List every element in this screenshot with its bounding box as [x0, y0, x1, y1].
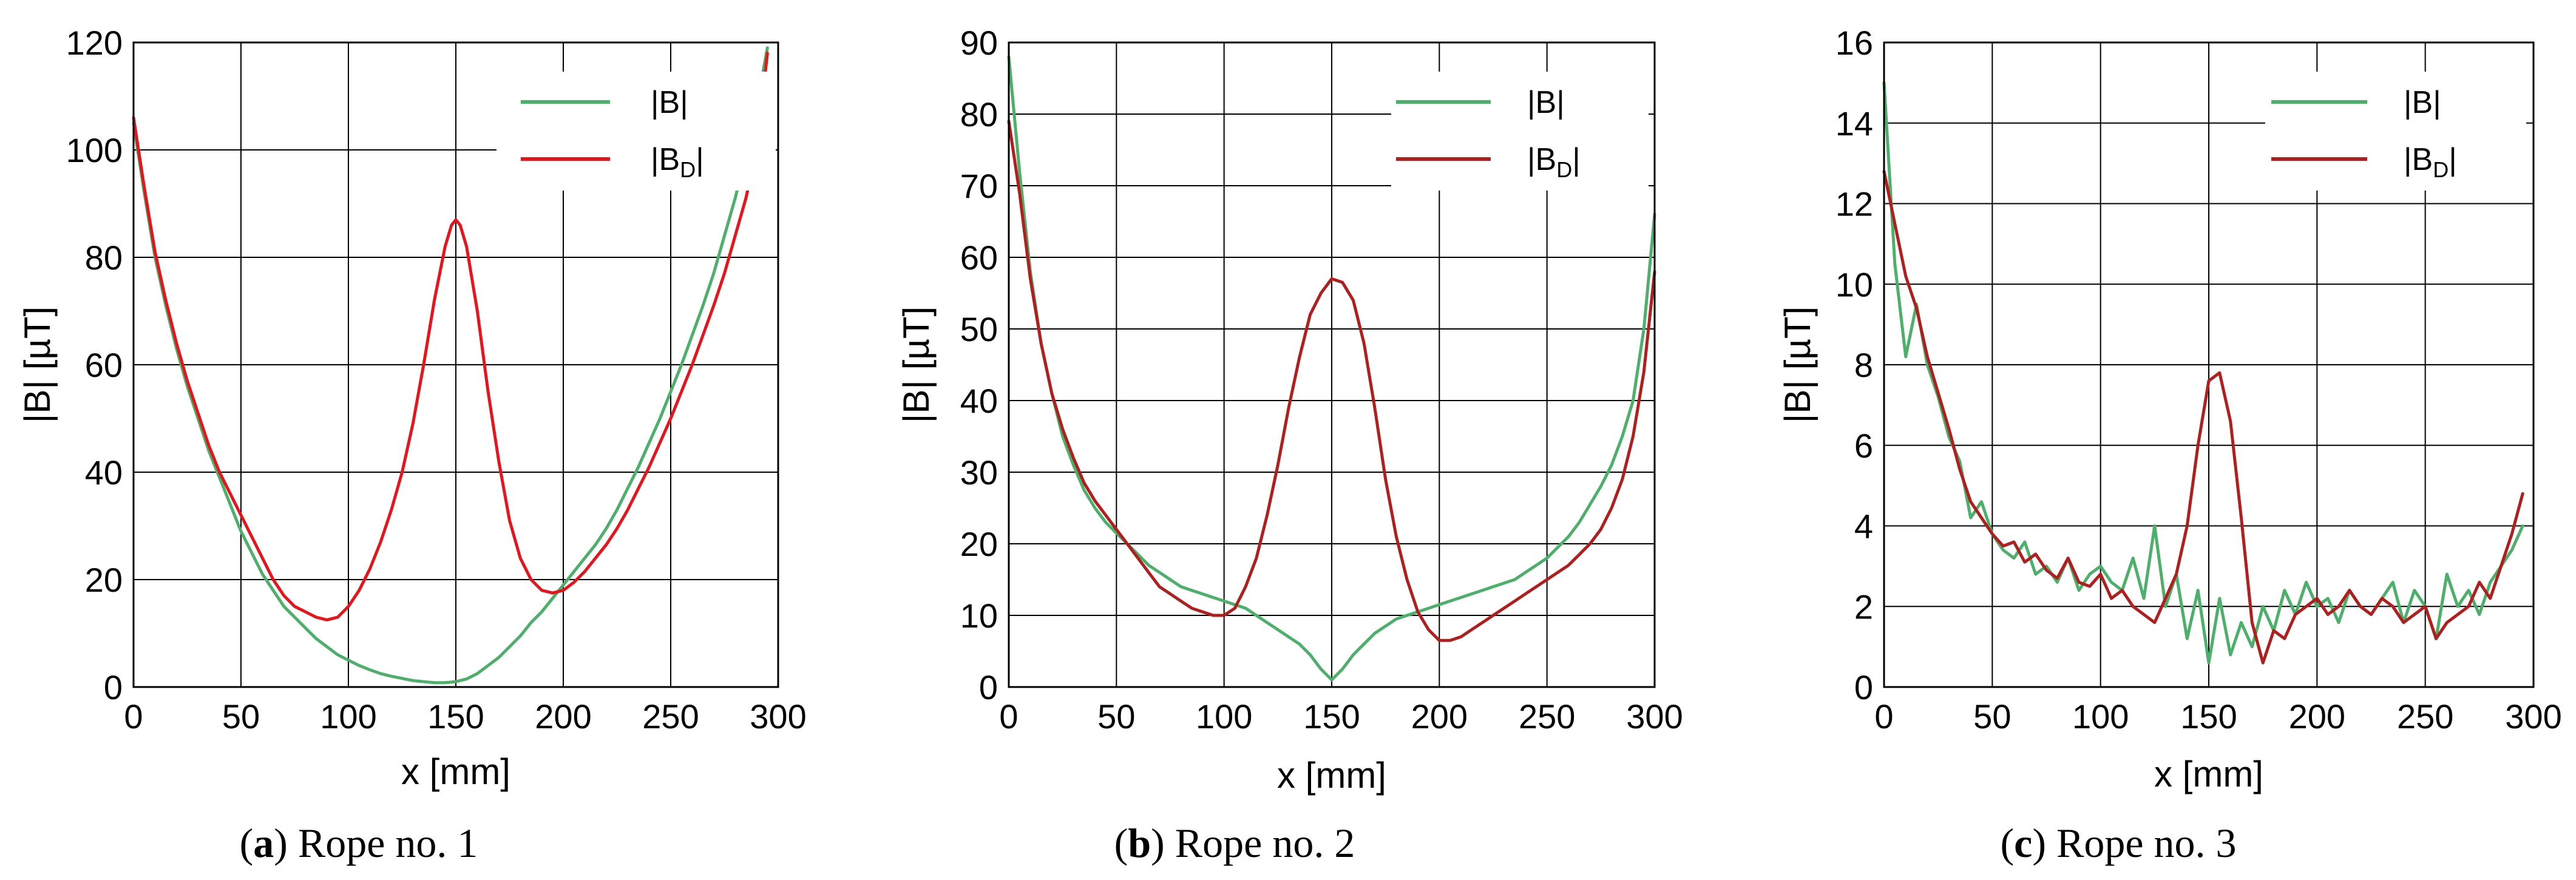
panel-c-ytick-label: 10 — [1835, 265, 1873, 303]
panel-b-xtick-label: 200 — [1411, 697, 1468, 736]
panel-a-xtick-label: 200 — [535, 697, 591, 736]
panel-b-xtick-label: 250 — [1519, 697, 1575, 736]
panel-b-legend: |B| |BD| — [1391, 72, 1649, 191]
panel-a-frame — [132, 41, 779, 688]
panel-c-ytick-label: 0 — [1854, 668, 1873, 706]
panel-b: 0 50 100 150 200 250 300 0 10 20 30 40 50 60 70 80 90 x … — [896, 24, 1683, 866]
panel-a-xtick-label: 100 — [320, 697, 376, 736]
panel-b-ytick-label: 70 — [960, 167, 998, 205]
panel-b-ytick-label: 60 — [960, 239, 998, 277]
panel-b-legend-entry: |B| — [1527, 85, 1565, 120]
panel-a-caption-text: Rope no. 1 — [298, 820, 478, 866]
panel-b-caption-label: b — [1128, 820, 1151, 866]
panel-a-ytick-label: 40 — [85, 453, 123, 492]
panel-c-xtick-label: 0 — [1874, 697, 1893, 736]
panel-b-caption: (b) Rope no. 2 — [1114, 820, 1355, 866]
panel-c-ytick-label: 12 — [1835, 185, 1873, 223]
panel-c: 0 50 100 150 200 250 300 0 2 4 6 8 10 12 14 16 x [mm] |… — [1777, 24, 2562, 866]
panel-c-xtick-label: 250 — [2397, 697, 2453, 736]
panel-c-ytick-label: 16 — [1835, 24, 1873, 62]
panel-a-xtick-label: 0 — [124, 697, 143, 736]
panel-c-series-line-bd — [1882, 169, 2524, 665]
panel-b-xlabel: x [mm] — [1277, 755, 1386, 796]
panel-a-legend-entry: |BD| — [651, 142, 704, 182]
panel-c-xtick-label: 100 — [2072, 697, 2129, 736]
panel-b-ticks: 0 50 100 150 200 250 300 0 10 20 30 40 50 60 70 80 90 — [960, 24, 1683, 736]
panel-b-legend-box — [1391, 72, 1649, 191]
panel-c-legend-box — [2265, 72, 2526, 191]
panel-a-series-line-b — [132, 46, 769, 685]
panel-c-legend: |B| |BD| — [2265, 72, 2526, 191]
panel-c-xtick-label: 150 — [2180, 697, 2237, 736]
panel-a-ticks: 0 50 100 150 200 250 300 0 20 40 60 80 100 120 — [66, 24, 807, 736]
panel-c-series — [1882, 81, 2524, 665]
panel-b-series-line-bd — [1007, 120, 1656, 642]
panel-c-ytick-label: 8 — [1854, 346, 1873, 384]
panel-c-ytick-label: 2 — [1854, 587, 1873, 626]
panel-a-xlabel: x [mm] — [401, 751, 510, 792]
panel-b-caption-text: Rope no. 2 — [1175, 820, 1355, 866]
panel-a-ytick-label: 80 — [85, 239, 123, 277]
panel-a-ytick-label: 100 — [66, 131, 123, 169]
panel-c-ylabel: |B| [µT] — [1777, 306, 1818, 423]
panel-b-ytick-label: 40 — [960, 382, 998, 420]
panel-a-ytick-label: 60 — [85, 346, 123, 384]
panel-b-legend-entry: |BD| — [1527, 142, 1581, 182]
panel-b-ylabel: |B| [µT] — [896, 306, 937, 423]
panel-b-ytick-label: 0 — [979, 668, 998, 706]
panel-a-xtick-label: 150 — [427, 697, 484, 736]
panel-b-xtick-label: 150 — [1303, 697, 1360, 736]
panel-c-ytick-label: 6 — [1854, 427, 1873, 465]
panel-c-xlabel: x [mm] — [2154, 754, 2263, 794]
panel-a-legend-entry: |B| — [651, 85, 688, 120]
panel-b-series-line-b — [1007, 55, 1656, 682]
panel-b-ytick-label: 50 — [960, 310, 998, 348]
panel-b-series — [1007, 55, 1656, 682]
panel-b-xtick-label: 50 — [1097, 697, 1135, 736]
panel-a-xtick-label: 50 — [222, 697, 260, 736]
panel-c-xtick-label: 50 — [1973, 697, 2011, 736]
panel-b-ytick-label: 10 — [960, 597, 998, 635]
panel-a-ylabel: |B| [µT] — [17, 306, 58, 423]
panel-c-caption: (c) Rope no. 3 — [2000, 820, 2236, 866]
panel-a-legend-box — [497, 72, 776, 191]
panel-c-caption-text: Rope no. 3 — [2056, 820, 2237, 866]
panel-b-ytick-label: 20 — [960, 525, 998, 563]
panel-a-xtick-label: 250 — [642, 697, 699, 736]
panel-a-xtick-label: 300 — [750, 697, 806, 736]
panel-a-ytick-label: 0 — [104, 668, 123, 706]
panel-b-ytick-label: 90 — [960, 24, 998, 62]
panel-b-ytick-label: 80 — [960, 95, 998, 134]
panel-c-frame — [1883, 41, 2535, 688]
panel-c-legend-entry: |B| — [2404, 85, 2441, 120]
panel-a-legend: |B| |BD| — [497, 72, 776, 191]
panel-a-series — [132, 46, 769, 685]
panel-c-ytick-label: 14 — [1835, 104, 1873, 143]
panel-c-xtick-label: 300 — [2505, 697, 2561, 736]
panel-a-series-line-bd — [132, 52, 769, 621]
panel-b-ytick-label: 30 — [960, 453, 998, 492]
panel-b-xtick-label: 300 — [1626, 697, 1683, 736]
panel-b-xtick-label: 0 — [999, 697, 1018, 736]
panel-a: 0 50 100 150 200 250 300 0 20 40 60 80 100 120 x [mm]… — [17, 24, 807, 866]
panel-c-legend-entry: |BD| — [2404, 142, 2457, 182]
panel-c-ytick-label: 4 — [1854, 507, 1873, 546]
panel-a-ytick-label: 120 — [66, 24, 123, 62]
panel-a-caption: (a) Rope no. 1 — [240, 820, 478, 866]
panel-c-xtick-label: 200 — [2289, 697, 2345, 736]
panel-b-xtick-label: 100 — [1196, 697, 1252, 736]
panel-a-ytick-label: 20 — [85, 561, 123, 599]
panel-c-caption-label: c — [2014, 820, 2032, 866]
panel-b-frame — [1008, 41, 1656, 688]
panel-c-ticks: 0 50 100 150 200 250 300 0 2 4 6 8 10 12 14 16 — [1835, 24, 2562, 736]
panel-a-caption-label: a — [253, 820, 274, 866]
